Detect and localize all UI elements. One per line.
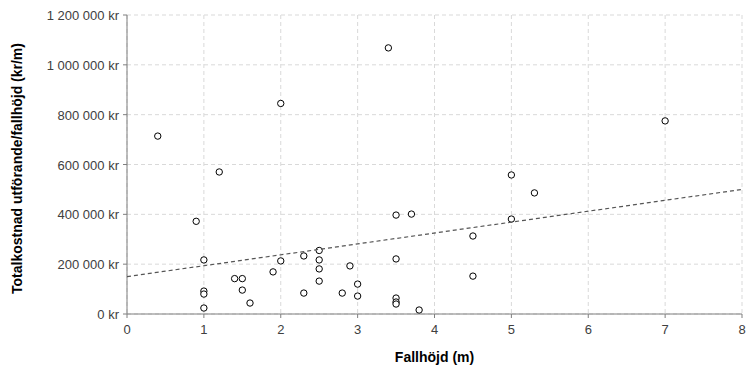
plot-area — [127, 45, 742, 314]
x-tick — [742, 314, 743, 318]
scatter-point — [316, 266, 322, 272]
x-tick-label: 7 — [662, 322, 669, 337]
scatter-point — [216, 169, 222, 175]
scatter-point — [231, 275, 237, 281]
y-tick-label: 200 000 kr — [58, 257, 120, 272]
x-tick-label: 3 — [354, 322, 361, 337]
x-grid-line — [665, 15, 666, 314]
scatter-point — [155, 133, 161, 139]
scatter-point — [662, 118, 668, 124]
y-axis-title: Totalkostnad utförande/fallhöjd (kr/m) — [9, 43, 25, 294]
scatter-point — [470, 273, 476, 279]
scatter-point — [301, 290, 307, 296]
scatter-point — [278, 100, 284, 106]
scatter-point — [278, 258, 284, 264]
scatter-point — [316, 247, 322, 253]
y-tick-label: 400 000 kr — [58, 207, 120, 222]
x-tick-label: 4 — [431, 322, 438, 337]
y-tick-label: 1 000 000 kr — [47, 58, 120, 73]
x-tick — [434, 314, 435, 318]
scatter-point — [354, 293, 360, 299]
x-grid-line — [357, 15, 358, 314]
x-grid-line — [203, 15, 204, 314]
scatter-point — [531, 190, 537, 196]
scatter-point — [201, 257, 207, 263]
scatter-point — [201, 291, 207, 297]
x-tick — [280, 314, 281, 318]
scatter-point — [239, 287, 245, 293]
y-tick — [123, 264, 127, 265]
chart-svg: 0 kr 200 000 kr 400 000 kr 600 000 kr 800 00… — [0, 0, 755, 377]
scatter-point — [247, 300, 253, 306]
x-tick-label: 2 — [277, 322, 284, 337]
y-tick — [123, 15, 127, 16]
x-tick-label: 8 — [738, 322, 745, 337]
x-tick — [357, 314, 358, 318]
y-tick — [123, 314, 127, 315]
y-tick-label: 1 200 000 kr — [47, 8, 120, 23]
y-tick-label: 600 000 kr — [58, 158, 120, 173]
x-tick-label: 1 — [200, 322, 207, 337]
scatter-point — [339, 290, 345, 296]
y-tick — [123, 214, 127, 215]
scatter-point — [270, 269, 276, 275]
scatter-point — [301, 253, 307, 259]
scatter-point — [393, 212, 399, 218]
scatter-point — [385, 45, 391, 51]
x-tick-label: 5 — [508, 322, 515, 337]
scatter-point — [416, 307, 422, 313]
scatter-point — [393, 301, 399, 307]
scatter-point — [316, 257, 322, 263]
x-tick — [665, 314, 666, 318]
scatter-point — [470, 233, 476, 239]
scatter-point — [316, 278, 322, 284]
scatter-point — [508, 216, 514, 222]
scatter-point — [354, 281, 360, 287]
scatter-point — [193, 218, 199, 224]
y-tick-label: 0 kr — [97, 307, 119, 322]
x-grid-line — [280, 15, 281, 314]
x-grid-line — [742, 15, 743, 314]
scatter-point — [347, 263, 353, 269]
x-grid-line — [434, 15, 435, 314]
x-tick-label: 0 — [123, 322, 130, 337]
scatter-point — [201, 305, 207, 311]
x-tick — [588, 314, 589, 318]
y-tick — [123, 64, 127, 65]
scatter-point — [408, 211, 414, 217]
chart-container: 0 kr 200 000 kr 400 000 kr 600 000 kr 800 00… — [0, 0, 755, 377]
x-grid-line — [511, 15, 512, 314]
scatter-point — [393, 256, 399, 262]
x-tick — [127, 314, 128, 318]
x-tick-label: 6 — [585, 322, 592, 337]
y-tick — [123, 114, 127, 115]
x-grid-line — [588, 15, 589, 314]
y-tick-label: 800 000 kr — [58, 108, 120, 123]
scatter-point — [239, 275, 245, 281]
trend-line — [127, 189, 742, 276]
x-tick — [203, 314, 204, 318]
x-axis-title: Fallhöjd (m) — [395, 349, 474, 365]
y-tick — [123, 164, 127, 165]
scatter-point — [508, 172, 514, 178]
x-tick — [511, 314, 512, 318]
